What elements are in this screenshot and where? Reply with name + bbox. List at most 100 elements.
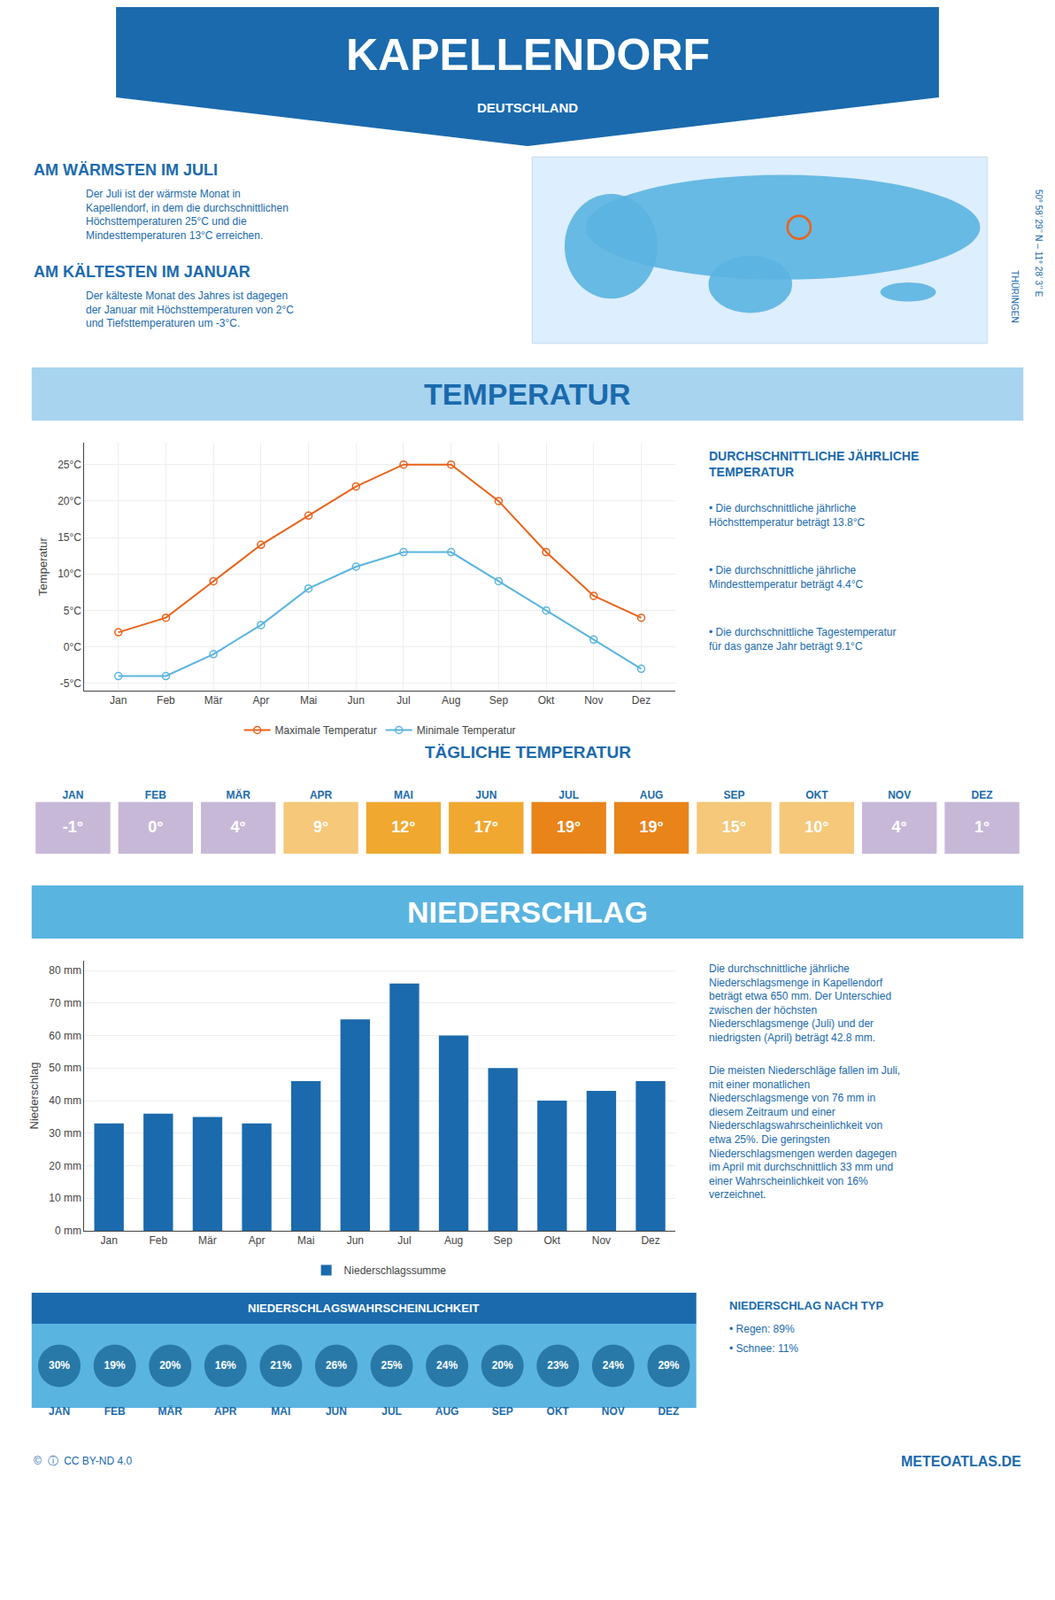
svg-text:Jun: Jun bbox=[347, 693, 365, 707]
svg-text:• Regen: 89%: • Regen: 89% bbox=[729, 1322, 795, 1335]
svg-text:THÜRINGEN: THÜRINGEN bbox=[1009, 269, 1020, 323]
svg-text:Nov: Nov bbox=[592, 1233, 611, 1247]
svg-text:Feb: Feb bbox=[148, 1233, 168, 1247]
svg-text:Die meisten Niederschläge fall: Die meisten Niederschläge fallen im Juli… bbox=[708, 1063, 901, 1201]
svg-text:16%: 16% bbox=[215, 1358, 237, 1371]
svg-text:NIEDERSCHLAG NACH TYP: NIEDERSCHLAG NACH TYP bbox=[729, 1298, 884, 1312]
svg-text:Jan: Jan bbox=[109, 693, 127, 707]
svg-text:24%: 24% bbox=[602, 1358, 624, 1371]
svg-text:Apr: Apr bbox=[248, 1233, 266, 1247]
svg-text:30%: 30% bbox=[48, 1358, 70, 1371]
svg-text:Aug: Aug bbox=[441, 693, 461, 707]
svg-text:Nov: Nov bbox=[584, 693, 603, 707]
svg-text:• Die durchschnittliche Tagest: • Die durchschnittliche Tagestemperaturf… bbox=[708, 625, 896, 653]
svg-text:17°: 17° bbox=[474, 817, 499, 836]
svg-text:DEZ: DEZ bbox=[657, 1404, 679, 1417]
svg-text:Mär: Mär bbox=[204, 693, 224, 707]
svg-text:Der Juli ist der wärmste Monat: Der Juli ist der wärmste Monat inKapelle… bbox=[85, 187, 289, 242]
svg-text:5°C: 5°C bbox=[63, 604, 82, 617]
svg-text:DEZ: DEZ bbox=[971, 788, 994, 801]
svg-text:4°: 4° bbox=[231, 817, 247, 836]
svg-text:AUG: AUG bbox=[435, 1404, 460, 1417]
svg-text:JAN: JAN bbox=[61, 788, 84, 801]
svg-text:15°: 15° bbox=[722, 817, 747, 836]
svg-text:Die durchschnittliche jährlich: Die durchschnittliche jährlicheNiedersch… bbox=[708, 962, 892, 1044]
svg-text:80 mm: 80 mm bbox=[48, 963, 82, 977]
svg-text:KAPELLENDORF: KAPELLENDORF bbox=[346, 30, 710, 80]
svg-text:DEUTSCHLAND: DEUTSCHLAND bbox=[477, 100, 578, 116]
svg-text:-1°: -1° bbox=[62, 817, 84, 836]
svg-text:MAI: MAI bbox=[270, 1404, 291, 1417]
svg-text:40 mm: 40 mm bbox=[48, 1093, 82, 1107]
svg-text:25%: 25% bbox=[381, 1358, 403, 1371]
svg-text:0°: 0° bbox=[147, 817, 163, 836]
svg-text:50° 58’ 29’’ N – 11° 28’ 3’’ E: 50° 58’ 29’’ N – 11° 28’ 3’’ E bbox=[1033, 189, 1044, 298]
svg-text:20 mm: 20 mm bbox=[48, 1159, 82, 1172]
svg-text:SEP: SEP bbox=[492, 1404, 514, 1417]
svg-text:Niederschlag: Niederschlag bbox=[27, 1062, 41, 1130]
svg-text:JUL: JUL bbox=[381, 1404, 402, 1417]
svg-text:JAN: JAN bbox=[48, 1404, 70, 1417]
svg-text:25°C: 25°C bbox=[57, 458, 82, 471]
svg-text:AM KÄLTESTEN IM JANUAR: AM KÄLTESTEN IM JANUAR bbox=[33, 262, 251, 281]
svg-text:60 mm: 60 mm bbox=[48, 1029, 82, 1042]
svg-text:0°C: 0°C bbox=[63, 640, 82, 654]
svg-text:Dez: Dez bbox=[640, 1233, 660, 1247]
svg-text:10°: 10° bbox=[804, 817, 829, 836]
svg-text:Apr: Apr bbox=[253, 693, 270, 707]
svg-text:Maximale Temperatur: Maximale Temperatur bbox=[275, 723, 378, 737]
svg-text:Temperatur: Temperatur bbox=[36, 536, 50, 595]
svg-text:APR: APR bbox=[214, 1404, 238, 1417]
svg-text:• Schnee: 11%: • Schnee: 11% bbox=[729, 1341, 799, 1355]
svg-text:NIEDERSCHLAGSWAHRSCHEINLICHKEI: NIEDERSCHLAGSWAHRSCHEINLICHKEIT bbox=[247, 1301, 480, 1315]
svg-text:© ⓘ CC BY-ND 4.0: © ⓘ CC BY-ND 4.0 bbox=[33, 1454, 132, 1467]
svg-text:NOV: NOV bbox=[887, 788, 911, 801]
svg-text:FEB: FEB bbox=[145, 788, 167, 801]
svg-text:NOV: NOV bbox=[601, 1404, 625, 1417]
svg-text:Sep: Sep bbox=[489, 693, 509, 707]
svg-text:1°: 1° bbox=[974, 817, 990, 836]
svg-text:Aug: Aug bbox=[444, 1233, 463, 1247]
svg-text:• Die durchschnittliche jährli: • Die durchschnittliche jährlicheMindest… bbox=[708, 563, 864, 591]
svg-text:12°: 12° bbox=[391, 817, 416, 836]
svg-text:26%: 26% bbox=[325, 1358, 347, 1371]
svg-text:Okt: Okt bbox=[538, 693, 555, 707]
svg-text:MÄR: MÄR bbox=[226, 787, 252, 801]
svg-text:20%: 20% bbox=[492, 1358, 514, 1371]
svg-text:DURCHSCHNITTLICHE JÄHRLICHETEM: DURCHSCHNITTLICHE JÄHRLICHETEMPERATUR bbox=[708, 448, 919, 479]
svg-text:Feb: Feb bbox=[156, 693, 176, 707]
svg-text:19°: 19° bbox=[556, 817, 581, 836]
svg-text:23%: 23% bbox=[546, 1358, 569, 1371]
svg-text:Dez: Dez bbox=[631, 693, 651, 707]
svg-text:-5°C: -5°C bbox=[60, 677, 82, 690]
svg-text:Jun: Jun bbox=[346, 1233, 364, 1247]
svg-text:AUG: AUG bbox=[639, 788, 664, 801]
svg-text:Jul: Jul bbox=[396, 693, 410, 707]
svg-text:Mai: Mai bbox=[300, 693, 317, 707]
svg-text:Sep: Sep bbox=[493, 1233, 514, 1247]
svg-text:29%: 29% bbox=[657, 1358, 679, 1371]
svg-text:FEB: FEB bbox=[104, 1404, 126, 1417]
svg-text:50 mm: 50 mm bbox=[48, 1061, 82, 1074]
svg-text:0 mm: 0 mm bbox=[54, 1224, 82, 1237]
svg-text:Jan: Jan bbox=[100, 1233, 117, 1247]
svg-text:METEOATLAS.DE: METEOATLAS.DE bbox=[900, 1453, 1022, 1469]
svg-text:Okt: Okt bbox=[543, 1233, 561, 1247]
svg-text:4°: 4° bbox=[892, 817, 908, 836]
svg-text:30 mm: 30 mm bbox=[48, 1126, 82, 1140]
svg-text:JUN: JUN bbox=[325, 1404, 347, 1417]
svg-text:JUN: JUN bbox=[475, 788, 497, 801]
svg-text:TÄGLICHE TEMPERATUR: TÄGLICHE TEMPERATUR bbox=[424, 742, 632, 762]
svg-text:21%: 21% bbox=[269, 1358, 292, 1371]
svg-text:• Die durchschnittliche jährli: • Die durchschnittliche jährlicheHöchstt… bbox=[708, 501, 866, 529]
svg-text:NIEDERSCHLAG: NIEDERSCHLAG bbox=[407, 894, 648, 929]
svg-text:OKT: OKT bbox=[546, 1404, 570, 1417]
svg-text:9°: 9° bbox=[313, 817, 329, 836]
svg-text:20°C: 20°C bbox=[57, 494, 82, 508]
svg-text:24%: 24% bbox=[436, 1358, 458, 1371]
svg-text:19°: 19° bbox=[639, 817, 663, 836]
svg-text:JUL: JUL bbox=[558, 788, 579, 801]
svg-text:Jul: Jul bbox=[397, 1233, 411, 1247]
svg-text:10 mm: 10 mm bbox=[48, 1191, 82, 1204]
svg-text:Mär: Mär bbox=[198, 1233, 217, 1247]
